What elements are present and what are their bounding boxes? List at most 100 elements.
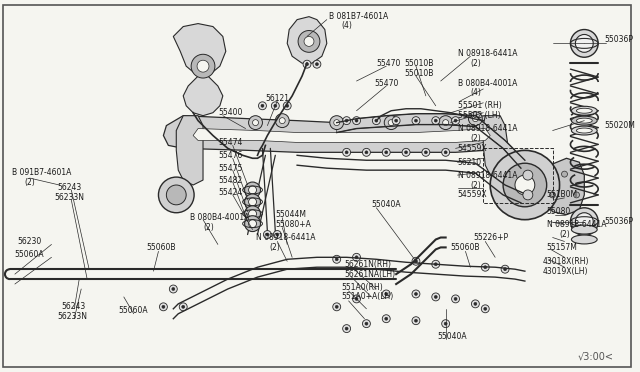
Circle shape	[275, 114, 289, 128]
Text: 56243: 56243	[61, 302, 86, 311]
Circle shape	[515, 175, 535, 195]
Circle shape	[303, 60, 311, 68]
Circle shape	[422, 148, 430, 156]
Text: (2): (2)	[470, 180, 481, 189]
Polygon shape	[173, 23, 226, 116]
Ellipse shape	[572, 235, 597, 244]
Circle shape	[162, 305, 165, 308]
Text: 55010B: 55010B	[404, 59, 433, 68]
Circle shape	[432, 293, 440, 301]
Text: B 080B4-4001A: B 080B4-4001A	[190, 213, 250, 222]
Circle shape	[355, 256, 358, 259]
Text: 55482: 55482	[218, 176, 242, 185]
Circle shape	[355, 119, 358, 122]
Circle shape	[264, 231, 271, 238]
Circle shape	[335, 258, 338, 261]
Circle shape	[253, 120, 259, 126]
Text: 551A0(RH): 551A0(RH)	[342, 282, 383, 292]
Circle shape	[523, 190, 533, 200]
Circle shape	[402, 148, 410, 156]
Circle shape	[362, 148, 371, 156]
Circle shape	[273, 231, 281, 238]
Text: 56233N: 56233N	[58, 312, 88, 321]
Text: N 08918-6441A: N 08918-6441A	[547, 220, 606, 229]
Circle shape	[385, 317, 388, 320]
Circle shape	[385, 151, 388, 154]
Circle shape	[382, 315, 390, 323]
Circle shape	[388, 120, 394, 126]
Circle shape	[244, 216, 260, 231]
Text: N 08918-6441A: N 08918-6441A	[458, 171, 517, 180]
Circle shape	[244, 194, 260, 210]
Text: 55157M: 55157M	[547, 243, 577, 252]
Circle shape	[468, 112, 483, 126]
Text: (2): (2)	[25, 177, 35, 186]
Text: 55040A: 55040A	[438, 332, 467, 341]
Circle shape	[442, 148, 450, 156]
Text: 56261NA(LH): 56261NA(LH)	[345, 270, 396, 279]
Circle shape	[362, 320, 371, 328]
Circle shape	[372, 117, 380, 125]
Circle shape	[353, 253, 360, 261]
Circle shape	[248, 210, 257, 218]
Circle shape	[435, 263, 437, 266]
Circle shape	[197, 60, 209, 72]
Circle shape	[435, 119, 437, 122]
Text: 56233N: 56233N	[54, 193, 84, 202]
Circle shape	[575, 213, 593, 231]
Text: 43018X(RH): 43018X(RH)	[543, 257, 589, 266]
Circle shape	[166, 185, 186, 205]
Circle shape	[279, 118, 285, 124]
Text: 55080: 55080	[547, 207, 571, 216]
Circle shape	[575, 35, 593, 52]
Circle shape	[248, 198, 257, 206]
Text: B 080B4-4001A: B 080B4-4001A	[458, 78, 517, 87]
Circle shape	[432, 117, 440, 125]
Circle shape	[385, 292, 388, 295]
Circle shape	[415, 119, 417, 122]
Text: (4): (4)	[342, 21, 353, 30]
Circle shape	[259, 102, 266, 110]
Text: (2): (2)	[470, 59, 481, 68]
Circle shape	[404, 151, 408, 154]
Text: 55060A: 55060A	[119, 306, 148, 315]
Circle shape	[313, 60, 321, 68]
Circle shape	[274, 104, 277, 107]
Circle shape	[248, 186, 257, 194]
Text: 551B0M: 551B0M	[547, 190, 578, 199]
Circle shape	[345, 151, 348, 154]
Text: 56121: 56121	[266, 94, 289, 103]
Text: 55060A: 55060A	[15, 250, 45, 259]
Circle shape	[550, 192, 556, 198]
Circle shape	[454, 298, 457, 300]
Circle shape	[159, 177, 194, 213]
Text: (2): (2)	[470, 134, 481, 143]
Text: 56243: 56243	[58, 183, 82, 192]
Text: 55501 (RH): 55501 (RH)	[458, 101, 501, 110]
Circle shape	[353, 295, 360, 303]
Circle shape	[170, 285, 177, 293]
Ellipse shape	[577, 118, 592, 123]
Circle shape	[305, 63, 308, 66]
Circle shape	[333, 120, 340, 126]
Circle shape	[244, 206, 260, 222]
Circle shape	[573, 192, 579, 198]
Circle shape	[355, 298, 358, 300]
Polygon shape	[163, 116, 505, 152]
Circle shape	[392, 117, 400, 125]
Circle shape	[444, 322, 447, 325]
Circle shape	[490, 150, 559, 220]
Circle shape	[276, 233, 279, 236]
Circle shape	[284, 102, 291, 110]
Circle shape	[316, 63, 318, 66]
Circle shape	[342, 148, 351, 156]
Text: 55044M: 55044M	[275, 210, 307, 219]
Polygon shape	[176, 116, 203, 185]
Circle shape	[501, 265, 509, 273]
Circle shape	[342, 117, 351, 125]
Text: B 091B7-4601A: B 091B7-4601A	[12, 168, 71, 177]
Circle shape	[439, 116, 452, 129]
Circle shape	[442, 320, 450, 328]
Circle shape	[570, 29, 598, 57]
Circle shape	[382, 290, 390, 298]
